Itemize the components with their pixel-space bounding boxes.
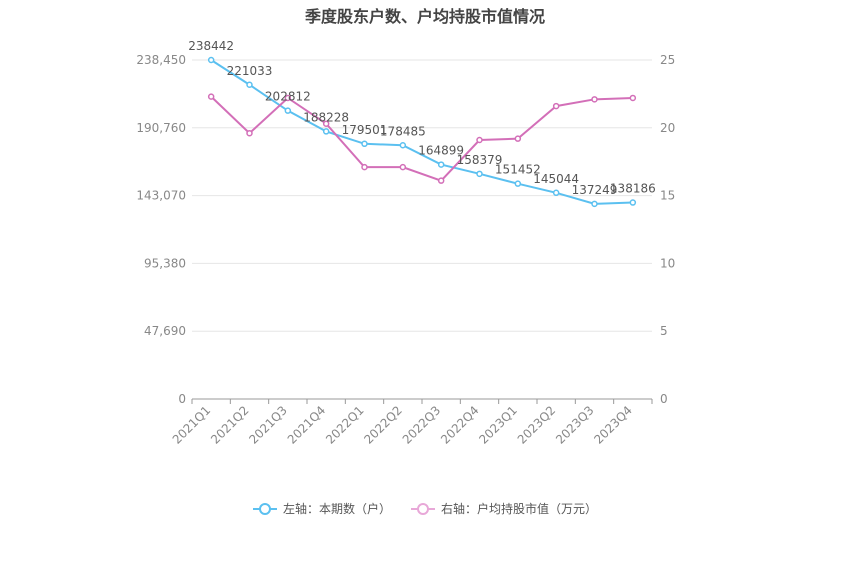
left-axis-tick-label: 95,380 <box>144 256 186 270</box>
left-axis-tick-label: 143,070 <box>136 189 186 203</box>
data-point-households <box>284 107 292 114</box>
data-point-market-value <box>246 129 253 137</box>
data-label-households: 178485 <box>380 124 426 138</box>
right-axis-tick-label: 0 <box>660 392 668 406</box>
data-point-market-value <box>629 94 637 102</box>
data-point-households <box>629 199 637 206</box>
data-point-households <box>552 189 560 197</box>
data-point-market-value <box>552 102 560 110</box>
right-axis-tick-label: 15 <box>660 189 675 203</box>
legend-item-households[interactable]: 左轴：本期数（户） <box>252 500 391 517</box>
data-label-households: 238442 <box>188 39 234 53</box>
left-axis-tick-label: 47,690 <box>144 324 186 338</box>
legend-swatch-pink <box>411 502 435 515</box>
right-axis-tick-label: 25 <box>660 53 675 67</box>
data-point-households <box>514 180 522 187</box>
data-label-households: 158379 <box>457 153 503 167</box>
data-label-households: 202812 <box>265 90 311 104</box>
left-axis-tick-label: 238,450 <box>136 53 186 67</box>
x-axis-category-label: 2021Q4 <box>285 403 329 447</box>
legend-item-market-value[interactable]: 右轴：户均持股市值（万元） <box>411 500 597 517</box>
legend: 左轴：本期数（户） 右轴：户均持股市值（万元） <box>0 500 850 517</box>
data-point-market-value <box>284 94 292 102</box>
data-point-households <box>476 170 483 178</box>
data-label-households: 179501 <box>342 123 388 137</box>
x-axis-category-label: 2021Q2 <box>208 403 252 447</box>
series-line-households <box>210 59 633 205</box>
data-point-households <box>207 56 215 64</box>
data-label-households: 188228 <box>303 110 349 124</box>
x-axis-category-label: 2023Q2 <box>515 403 559 447</box>
data-label-households: 164899 <box>418 144 464 158</box>
x-axis-category-label: 2022Q3 <box>400 403 444 447</box>
data-point-market-value <box>514 135 522 142</box>
data-point-market-value <box>437 177 445 184</box>
right-axis-tick-label: 20 <box>660 121 675 135</box>
data-point-market-value <box>207 93 215 100</box>
legend-label-market-value: 右轴：户均持股市值（万元） <box>441 502 598 516</box>
legend-swatch-blue <box>252 502 277 515</box>
legend-label-households: 左轴：本期数（户） <box>282 502 391 516</box>
left-axis-tick-label: 0 <box>178 392 186 406</box>
data-point-households <box>399 142 407 149</box>
data-point-households <box>591 200 598 208</box>
x-axis-category-label: 2022Q2 <box>361 403 405 447</box>
series-line-market-value <box>210 95 633 182</box>
data-point-market-value <box>322 120 330 127</box>
data-point-households <box>361 140 368 148</box>
data-point-households <box>437 161 445 168</box>
right-axis-tick-label: 5 <box>660 324 668 338</box>
data-label-households: 145044 <box>533 172 579 186</box>
x-axis-category-label: 2021Q1 <box>170 403 214 447</box>
x-axis-category-label: 2023Q1 <box>476 403 520 447</box>
data-point-market-value <box>399 163 407 171</box>
data-label-households: 138186 <box>610 182 656 196</box>
right-axis-tick-label: 10 <box>660 256 675 270</box>
data-point-households <box>246 81 253 89</box>
chart-title: 季度股东户数、户均持股市值情况 <box>304 7 545 26</box>
x-axis-category-label: 2023Q4 <box>591 403 635 447</box>
x-axis-category-label: 2023Q3 <box>553 403 597 447</box>
left-axis-tick-label: 190,760 <box>136 121 186 135</box>
x-axis-category-label: 2021Q3 <box>246 403 290 447</box>
x-axis-category-label: 2022Q1 <box>323 403 367 447</box>
x-axis-category-label: 2022Q4 <box>438 403 482 447</box>
data-point-market-value <box>361 163 368 171</box>
data-point-market-value <box>476 136 483 144</box>
data-label-households: 151452 <box>495 163 541 177</box>
data-point-market-value <box>591 96 598 103</box>
data-label-households: 221033 <box>227 64 273 78</box>
data-point-households <box>322 128 330 135</box>
data-label-households: 137249 <box>572 183 618 197</box>
